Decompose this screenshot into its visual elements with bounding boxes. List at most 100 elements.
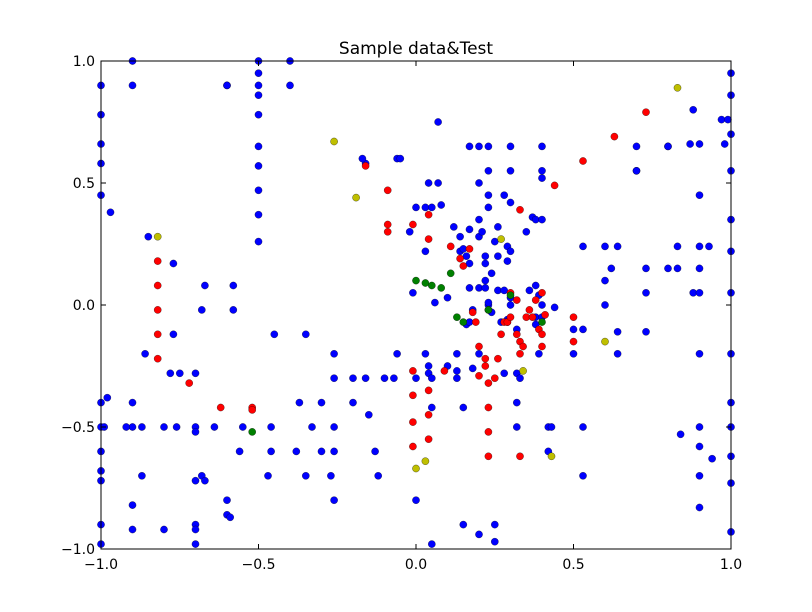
data-point-s0-140	[475, 179, 483, 187]
data-point-s0-118	[453, 350, 461, 358]
data-point-s0-173	[506, 301, 515, 309]
y-tick-label-2: 0.0	[73, 298, 95, 314]
data-point-s1-46	[513, 296, 521, 304]
data-point-s0-233	[695, 423, 704, 431]
data-point-s0-210	[613, 328, 622, 336]
data-point-s0-90	[374, 472, 382, 480]
data-point-s0-104	[424, 179, 433, 187]
data-point-s0-77	[327, 472, 335, 480]
data-point-s0-92	[390, 374, 398, 382]
data-point-s0-49	[226, 513, 234, 522]
data-point-s1-67	[541, 311, 549, 319]
data-point-s0-232	[695, 350, 704, 358]
data-point-s0-204	[579, 472, 587, 480]
data-point-s0-36	[201, 476, 209, 485]
data-point-s0-184	[531, 215, 540, 224]
data-point-s1-1	[153, 281, 162, 290]
data-point-s0-145	[481, 276, 490, 285]
data-point-s0-130	[465, 225, 474, 234]
data-point-s1-14	[409, 367, 417, 375]
data-point-s1-55	[531, 296, 540, 304]
data-point-s0-241	[724, 115, 732, 124]
data-point-s0-239	[717, 115, 726, 124]
data-point-s0-126	[462, 252, 471, 260]
data-point-s0-41	[191, 428, 200, 436]
data-point-s1-40	[494, 354, 502, 363]
data-point-s2-1	[412, 276, 420, 285]
data-point-s0-86	[358, 154, 367, 163]
data-point-s0-205	[601, 242, 609, 251]
data-point-s3-7	[547, 452, 556, 461]
data-point-s1-5	[185, 379, 193, 387]
data-point-s0-31	[172, 423, 181, 431]
data-point-s1-11	[383, 220, 392, 229]
data-point-s0-111	[431, 298, 439, 307]
data-point-s1-3	[153, 330, 162, 339]
x-tick-label-1: −0.5	[242, 557, 276, 573]
data-point-s1-22	[424, 435, 433, 443]
data-point-s2-10	[538, 318, 546, 326]
data-point-s0-165	[503, 257, 512, 265]
data-point-s0-203	[579, 423, 587, 431]
data-point-s1-13	[409, 220, 417, 229]
data-point-s0-119	[453, 367, 461, 375]
data-point-s0-78	[330, 374, 338, 382]
data-point-s0-87	[361, 374, 370, 382]
data-point-s0-209	[613, 242, 622, 251]
y-tick-label-1: −0.5	[61, 420, 95, 436]
data-point-s0-20	[106, 208, 115, 217]
data-point-s1-58	[538, 330, 546, 339]
data-point-s0-164	[500, 369, 508, 378]
data-point-s0-148	[484, 298, 493, 307]
data-point-s0-74	[308, 423, 316, 431]
data-point-s0-22	[138, 472, 146, 480]
data-point-s1-9	[361, 162, 370, 170]
data-point-s3-5	[497, 235, 505, 243]
data-point-s0-225	[689, 106, 697, 114]
data-point-s0-39	[191, 525, 200, 534]
data-point-s0-28	[166, 369, 175, 378]
data-point-s0-114	[437, 201, 445, 209]
data-point-s0-93	[393, 350, 401, 358]
data-point-s2-8	[484, 306, 493, 314]
data-point-s0-142	[478, 228, 486, 236]
data-point-s0-221	[673, 242, 682, 251]
data-point-s0-200	[569, 350, 578, 358]
data-point-s0-129	[465, 259, 474, 268]
data-point-s1-18	[424, 210, 433, 219]
data-point-s0-115	[443, 293, 452, 302]
data-point-s1-66	[569, 337, 578, 346]
data-point-s1-31	[475, 372, 483, 380]
data-point-s2-2	[421, 279, 430, 287]
data-point-s0-190	[538, 142, 546, 151]
data-point-s0-98	[412, 496, 420, 504]
data-point-s0-201	[579, 242, 587, 251]
data-point-s0-79	[330, 350, 338, 358]
data-point-s0-33	[191, 369, 200, 378]
data-point-s3-6	[519, 367, 527, 375]
data-point-s0-214	[632, 167, 641, 175]
data-point-s0-97	[409, 289, 417, 297]
data-point-s0-187	[535, 350, 543, 358]
data-point-s1-37	[484, 452, 493, 461]
data-point-s1-36	[484, 428, 493, 436]
data-point-s0-105	[424, 362, 433, 370]
data-point-s1-60	[516, 206, 524, 214]
data-point-s0-199	[569, 325, 578, 334]
data-point-s0-108	[428, 403, 436, 412]
data-point-s0-155	[491, 237, 499, 246]
data-point-s0-70	[292, 447, 301, 456]
data-point-s1-28	[468, 308, 477, 317]
data-point-s3-4	[421, 457, 430, 465]
data-point-s0-68	[286, 81, 294, 90]
data-point-s1-53	[525, 306, 534, 314]
data-point-s0-191	[538, 174, 546, 182]
data-point-s0-240	[720, 140, 729, 148]
data-point-s0-178	[513, 423, 521, 431]
data-point-s0-24	[144, 232, 153, 241]
data-point-s0-158	[494, 252, 502, 260]
data-point-s0-206	[601, 276, 609, 285]
data-point-s0-44	[210, 423, 219, 431]
